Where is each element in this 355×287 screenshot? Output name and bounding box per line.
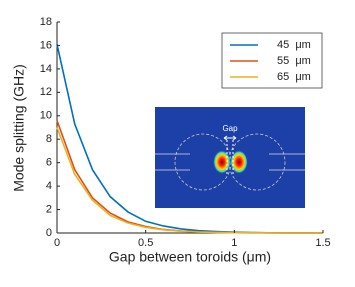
y-tick-label: 16: [40, 39, 52, 51]
mode-field: [213, 150, 231, 174]
inset: Gap: [155, 107, 305, 208]
legend-label: 45 μm: [277, 39, 311, 51]
waveguide: [155, 153, 305, 171]
x-tick-label: 1: [231, 237, 237, 249]
gap-arrow: [223, 135, 237, 141]
x-tick-label: 0: [54, 237, 60, 249]
y-axis-label: Mode splitting (GHz): [11, 64, 27, 192]
legend-label: 55 μm: [277, 55, 311, 67]
y-tick-label: 2: [46, 203, 52, 215]
y-tick-label: 14: [40, 63, 52, 75]
y-tick-label: 12: [40, 86, 52, 98]
series-line: [56, 127, 323, 234]
y-tick-label: 0: [46, 227, 52, 239]
mode-field: [230, 150, 248, 174]
y-tick-label: 18: [40, 16, 52, 28]
x-axis-label: Gap between toroids (μm): [109, 249, 271, 265]
x-tick-label: 0.5: [138, 237, 153, 249]
y-tick-label: 6: [46, 157, 52, 169]
y-tick-label: 8: [46, 133, 52, 145]
x-tick-label: 1.5: [315, 237, 330, 249]
legend-label: 65 μm: [277, 71, 311, 83]
y-tick-label: 4: [46, 180, 52, 192]
inset-label: Gap: [222, 124, 238, 133]
y-tick-label: 10: [40, 110, 52, 122]
